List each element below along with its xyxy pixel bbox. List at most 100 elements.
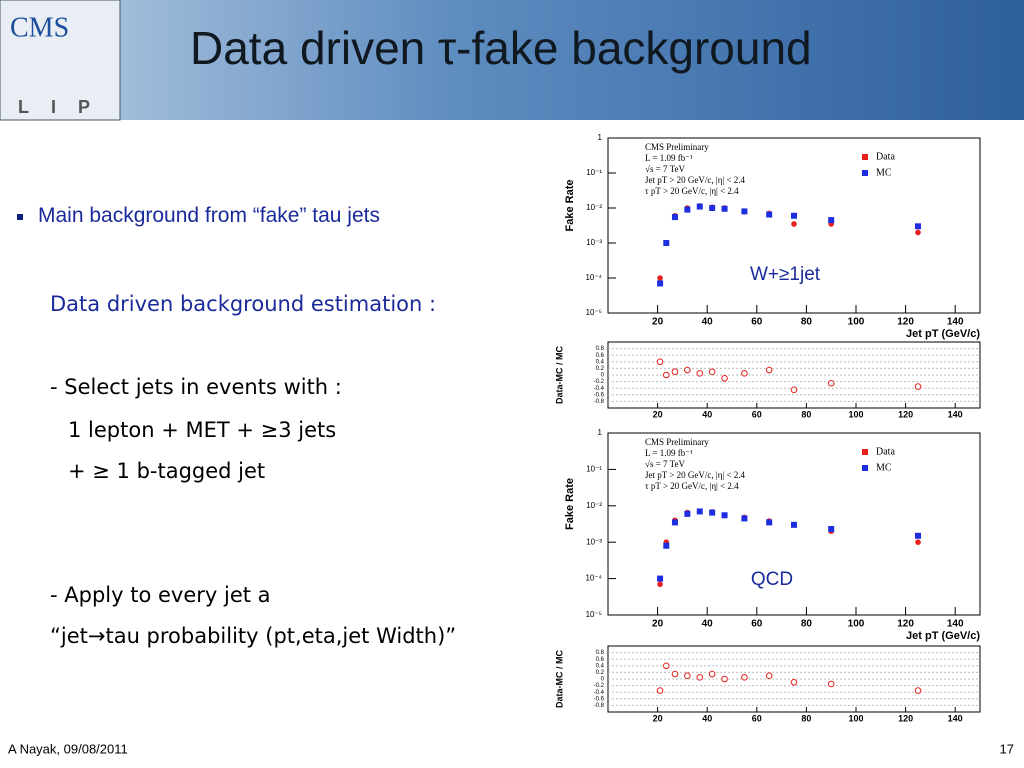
y-tick-label: -0.6 <box>594 696 605 702</box>
plot-frame <box>607 432 981 616</box>
data-point <box>671 519 678 526</box>
data-point <box>766 519 773 526</box>
legend-swatch <box>862 465 868 471</box>
y-tick-label: 10⁻² <box>586 501 602 510</box>
y-tick-label: 0 <box>601 373 605 379</box>
page-number: 17 <box>1000 741 1014 756</box>
x-tick-label: 20 <box>653 409 663 419</box>
y-tick-label: 1 <box>598 428 603 437</box>
ratio-point <box>708 670 716 678</box>
y-tick-label: 10⁻⁴ <box>585 273 602 282</box>
y-tick-label: 10⁻⁴ <box>585 574 602 583</box>
ratio-point <box>741 370 748 377</box>
y-axis-label: Data-MC / MC <box>554 346 564 404</box>
bullet: + ≥ 1 b-tagged jet <box>68 459 266 483</box>
ratio-point <box>662 662 670 670</box>
data-point <box>657 280 664 287</box>
ratio-point <box>671 670 679 678</box>
x-tick-label: 140 <box>947 317 964 328</box>
x-tick-label: 100 <box>848 619 865 630</box>
bullet: Data driven background estimation : <box>50 292 437 316</box>
y-tick-label: 0 <box>601 677 605 683</box>
data-point <box>741 515 748 522</box>
x-tick-label: 100 <box>848 409 863 419</box>
plot-frame <box>607 137 981 314</box>
y-tick-label: -0.2 <box>594 683 605 689</box>
ratio-point <box>721 375 728 382</box>
ratio-point <box>765 672 773 680</box>
bullet: “jet→tau probability (pt,eta,jet Width)” <box>50 624 457 648</box>
y-tick-label: 0.2 <box>596 670 605 676</box>
x-tick-label: 120 <box>898 409 913 419</box>
x-tick-label: 80 <box>801 713 811 723</box>
y-tick-label: 10⁻⁵ <box>586 308 602 317</box>
y-tick-label: 10⁻² <box>586 203 602 212</box>
legend-text: τ pT > 20 GeV/c, |η| < 2.4 <box>645 481 739 491</box>
legend-label: MC <box>876 462 892 473</box>
x-tick-label: 100 <box>848 317 865 328</box>
y-tick-label: 10⁻⁵ <box>586 610 602 619</box>
legend-swatch <box>862 170 868 176</box>
y-tick-label: 1 <box>598 133 603 142</box>
data-point <box>671 214 678 221</box>
y-axis-label: Fake Rate <box>564 478 576 530</box>
legend-text: L = 1.09 fb⁻¹ <box>645 153 693 163</box>
x-tick-label: 40 <box>702 713 712 723</box>
ratio-point <box>708 368 716 376</box>
data-point <box>696 508 703 515</box>
ratio-point <box>671 368 679 376</box>
y-tick-label: 10⁻³ <box>586 537 602 546</box>
legend-text: Jet pT > 20 GeV/c, |η| < 2.4 <box>645 175 746 185</box>
data-point <box>915 532 921 539</box>
legend-text: τ pT > 20 GeV/c, |η| < 2.4 <box>645 186 739 196</box>
logo-text: CMS <box>10 12 69 43</box>
data-point <box>696 203 703 210</box>
y-tick-label: -0.8 <box>594 399 605 405</box>
legend-text: √s = 7 TeV <box>645 459 685 469</box>
x-tick-label: 40 <box>702 317 714 328</box>
ratio-point <box>662 371 670 379</box>
data-point <box>791 212 797 219</box>
y-axis-label: Data-MC / MC <box>554 650 564 708</box>
data-point <box>915 223 921 230</box>
legend-text: CMS Preliminary <box>645 437 709 447</box>
y-tick-label: -0.4 <box>594 386 605 392</box>
x-tick-label: 20 <box>653 713 663 723</box>
data-point <box>663 542 670 549</box>
data-point <box>657 581 663 588</box>
data-point <box>828 217 835 224</box>
y-tick-label: 10⁻¹ <box>586 168 602 177</box>
data-point <box>791 221 797 227</box>
legend-label: Data <box>876 151 895 162</box>
ratio-point <box>684 672 691 680</box>
legend-swatch <box>862 154 868 160</box>
bullet: Main background from “fake” tau jets <box>38 204 380 227</box>
x-tick-label: 20 <box>652 619 664 630</box>
y-tick-label: 0.8 <box>596 650 605 656</box>
ratio-point <box>827 379 835 387</box>
x-tick-label: 120 <box>897 317 914 328</box>
data-point <box>766 211 773 218</box>
legend-swatch <box>862 449 868 455</box>
header-band <box>0 0 1024 120</box>
data-point <box>915 229 921 236</box>
bullet: 1 lepton + MET + ≥3 jets <box>68 418 337 442</box>
x-tick-label: 120 <box>898 713 913 723</box>
x-tick-label: 60 <box>752 713 762 723</box>
x-tick-label: 140 <box>947 619 964 630</box>
slide-title: Data driven τ-fake background <box>190 22 812 74</box>
x-tick-label: 140 <box>948 713 963 723</box>
x-tick-label: 140 <box>948 409 963 419</box>
bullet: - Apply to every jet a <box>50 583 271 607</box>
logo <box>0 0 121 121</box>
ratio-point <box>696 370 704 377</box>
legend-label: Data <box>876 446 895 457</box>
ratio-point <box>684 366 691 374</box>
x-tick-label: 80 <box>801 619 813 630</box>
data-point <box>709 205 716 211</box>
data-point <box>684 510 691 517</box>
y-axis-label: Fake Rate <box>564 180 576 232</box>
ratio-point <box>721 675 728 683</box>
